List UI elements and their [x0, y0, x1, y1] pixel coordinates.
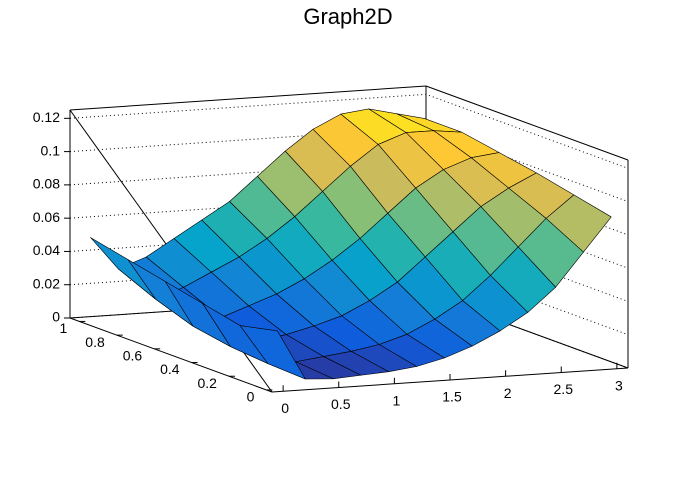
z-tick-label: 0.06: [33, 209, 60, 225]
z-tick-label: 0.12: [33, 109, 60, 125]
grid-line: [69, 93, 629, 169]
x-tick-label: 0: [281, 400, 289, 416]
y-tick-label: 0.6: [123, 348, 143, 364]
box-edge: [425, 85, 629, 161]
y-axis: [69, 317, 273, 393]
z-tick-label: 0.08: [33, 176, 60, 192]
y-tick-label: 0: [247, 389, 255, 405]
chart-title: Graph2D: [303, 4, 392, 29]
x-tick-label: 2: [504, 385, 512, 401]
y-tick-label: 0.8: [85, 334, 105, 350]
box-edge: [69, 85, 427, 111]
x-tick-label: 2.5: [554, 381, 574, 397]
y-tick-label: 0.4: [160, 361, 180, 377]
z-tick-label: 0.04: [33, 242, 60, 258]
z-tick-label: 0: [52, 309, 60, 325]
x-tick-label: 3: [615, 377, 623, 393]
x-tick-label: 1.5: [442, 389, 462, 405]
y-tick-label: 1: [60, 320, 68, 336]
surface-cell: [239, 325, 306, 380]
z-tick-label: 0.02: [33, 275, 60, 291]
x-tick-label: 0.5: [331, 396, 351, 412]
y-tick-label: 0.2: [198, 375, 218, 391]
x-tick-label: 1: [392, 392, 400, 408]
z-tick-label: 0.1: [41, 142, 61, 158]
